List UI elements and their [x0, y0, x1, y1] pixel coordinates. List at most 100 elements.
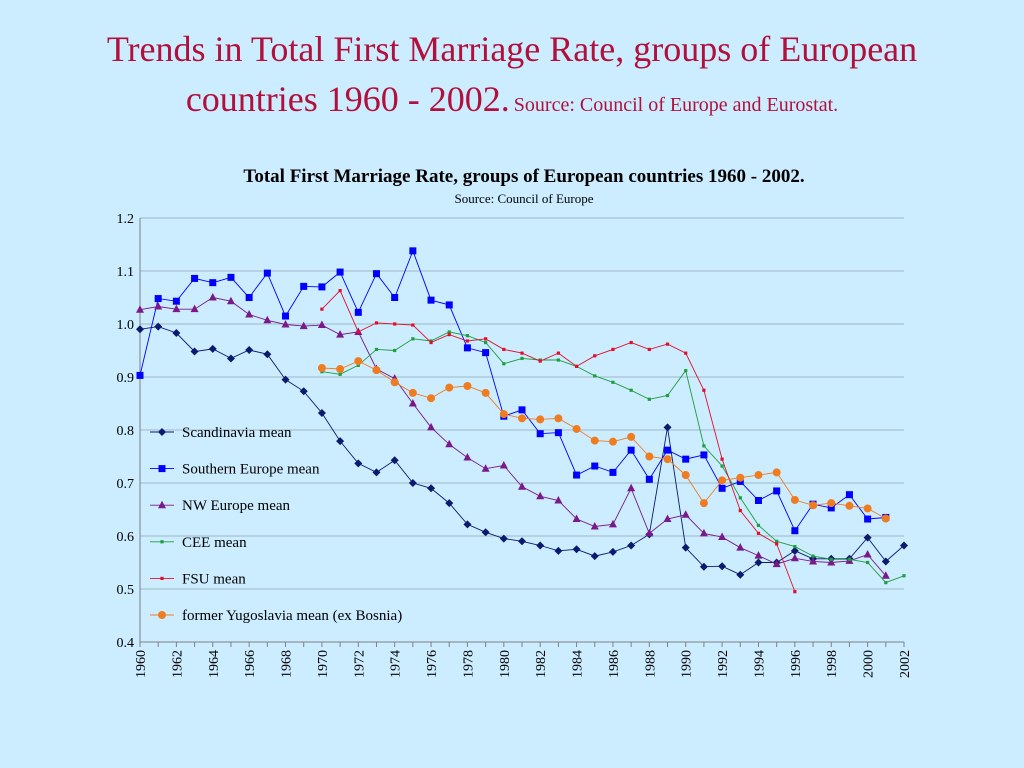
data-point: [336, 268, 344, 276]
data-point: [845, 491, 853, 499]
data-point: [627, 483, 636, 492]
data-point: [682, 455, 690, 463]
y-tick-label: 0.5: [117, 583, 135, 598]
x-tick-label: 2000: [862, 650, 877, 678]
data-point: [647, 397, 651, 401]
data-point: [372, 366, 381, 375]
data-point: [393, 348, 397, 353]
data-point: [154, 322, 163, 331]
data-point: [684, 369, 688, 373]
data-point: [629, 388, 633, 392]
data-point: [554, 546, 563, 555]
data-point: [863, 504, 872, 513]
series-line: [321, 331, 905, 584]
data-point: [154, 295, 162, 303]
legend-item: FSU mean: [150, 571, 246, 587]
data-point: [645, 475, 653, 483]
data-point: [663, 423, 672, 432]
x-tick-label: 1964: [207, 650, 222, 678]
data-point: [190, 304, 199, 313]
data-point: [427, 422, 436, 431]
data-point: [754, 551, 763, 559]
data-point: [809, 556, 818, 565]
data-point: [718, 476, 727, 485]
data-point: [338, 372, 342, 376]
legend-marker: [158, 465, 166, 473]
legend-label: former Yugoslavia mean (ex Bosnia): [182, 608, 402, 624]
data-point: [354, 308, 362, 316]
plot-axes: 0.4 0.5 0.6 0.7 0.8 0.9 1.0 1.1 1.2 1960 1962 1964 1…: [117, 212, 914, 678]
data-point: [499, 410, 508, 419]
data-point: [702, 388, 706, 392]
data-point: [611, 380, 615, 384]
legend-marker: [158, 611, 166, 619]
data-point: [736, 473, 745, 482]
data-point: [629, 340, 633, 345]
data-point: [573, 471, 581, 479]
data-point: [881, 557, 890, 566]
legend-marker: [158, 428, 166, 436]
data-point: [866, 560, 870, 565]
data-point: [354, 459, 363, 468]
y-tick-label: 1.2: [117, 212, 135, 227]
data-point: [700, 451, 708, 459]
x-tick-label: 1996: [789, 650, 804, 678]
data-point: [336, 330, 345, 338]
data-point: [611, 347, 615, 352]
data-point: [518, 537, 526, 546]
x-tick-label: 1990: [680, 650, 695, 678]
data-point: [556, 358, 560, 362]
data-point: [881, 514, 890, 523]
data-point: [809, 501, 818, 510]
data-point: [845, 501, 854, 510]
data-point: [902, 574, 906, 578]
x-tick-label: 1984: [571, 650, 586, 678]
data-point: [647, 347, 651, 352]
data-point: [411, 337, 415, 341]
data-point: [338, 289, 342, 293]
data-point: [336, 365, 345, 374]
data-point: [702, 444, 706, 448]
data-point: [554, 414, 563, 423]
legend-marker: [158, 500, 166, 509]
series-1: [136, 247, 890, 535]
data-point: [863, 533, 872, 542]
x-tick-label: 1970: [316, 650, 331, 678]
data-point: [681, 510, 690, 518]
data-point: [590, 521, 599, 530]
data-point: [827, 499, 836, 508]
data-point: [593, 374, 597, 378]
data-point: [502, 347, 506, 352]
data-point: [773, 487, 781, 495]
data-point: [736, 570, 745, 579]
data-point: [463, 520, 472, 529]
chart-title: Total First Marriage Rate, groups of Eur…: [243, 166, 804, 187]
data-point: [518, 482, 526, 490]
data-point: [408, 399, 417, 407]
data-point: [447, 330, 451, 334]
data-point: [608, 519, 617, 528]
data-point: [482, 349, 490, 357]
data-point: [536, 491, 545, 500]
data-point: [408, 388, 417, 397]
series-3: [320, 330, 906, 585]
x-tick-label: 1972: [352, 650, 367, 678]
data-point: [463, 382, 472, 391]
data-point: [481, 464, 490, 472]
data-point: [465, 334, 470, 338]
slide-title-source: Source: Council of Europe and Eurostat.: [513, 94, 839, 116]
data-point: [484, 337, 488, 341]
legend-item: Scandinavia mean: [150, 425, 292, 441]
data-point: [190, 347, 199, 356]
data-point: [226, 296, 235, 305]
data-point: [374, 347, 379, 352]
data-point: [520, 351, 524, 355]
data-point: [172, 297, 180, 305]
y-tick-label: 0.9: [117, 371, 135, 386]
data-point: [209, 279, 217, 287]
data-point: [627, 446, 635, 454]
data-point: [445, 499, 454, 508]
data-point: [427, 484, 436, 493]
data-point: [790, 546, 799, 555]
x-tick-label: 1978: [461, 650, 476, 678]
